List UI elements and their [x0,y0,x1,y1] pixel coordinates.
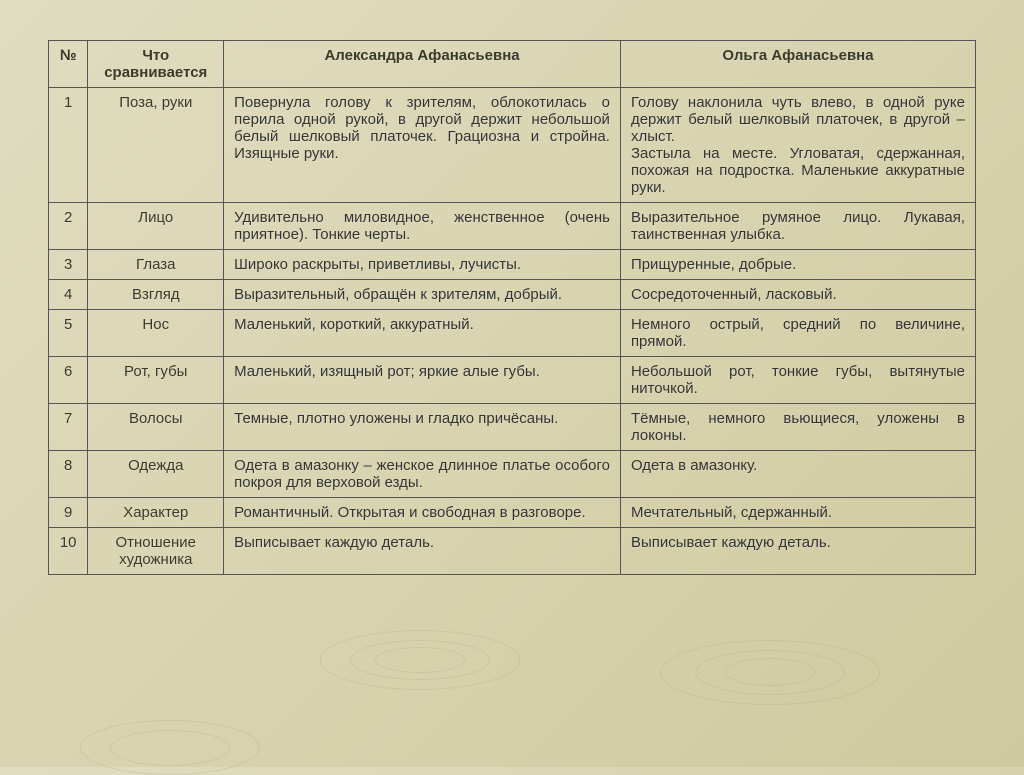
cell-alexandra: Широко раскрыты, приветливы, лучисты. [224,250,621,280]
cell-num: 6 [49,357,88,404]
cell-num: 1 [49,88,88,203]
cell-alexandra: Маленький, изящный рот; яркие алые губы. [224,357,621,404]
cell-alexandra: Одета в амазонку – женское длинное плать… [224,451,621,498]
cell-olga: Тёмные, немного вьющиеся, уложены в локо… [620,404,975,451]
cell-alexandra: Выразительный, обращён к зрителям, добры… [224,280,621,310]
cell-olga: Выписывает каждую деталь. [620,528,975,575]
cell-alexandra: Выписывает каждую деталь. [224,528,621,575]
cell-category: Нос [88,310,224,357]
cell-num: 7 [49,404,88,451]
cell-category: Характер [88,498,224,528]
cell-alexandra: Маленький, короткий, аккуратный. [224,310,621,357]
table-row: 2ЛицоУдивительно миловидное, женственное… [49,203,976,250]
cell-num: 5 [49,310,88,357]
table-row: 1Поза, рукиПовернула голову к зрителям, … [49,88,976,203]
cell-category: Волосы [88,404,224,451]
cell-num: 2 [49,203,88,250]
cell-category: Поза, руки [88,88,224,203]
comparison-table: № Что сравнивается Александра Афанасьевн… [48,40,976,575]
cell-category: Отношение художника [88,528,224,575]
cell-alexandra: Романтичный. Открытая и свободная в разг… [224,498,621,528]
cell-olga: Выразительное румяное лицо. Лукавая, таи… [620,203,975,250]
cell-olga: Мечтательный, сдержанный. [620,498,975,528]
table-row: 10Отношение художникаВыписывает каждую д… [49,528,976,575]
table-row: 8ОдеждаОдета в амазонку – женское длинно… [49,451,976,498]
cell-category: Одежда [88,451,224,498]
header-num: № [49,41,88,88]
header-row: № Что сравнивается Александра Афанасьевн… [49,41,976,88]
cell-alexandra: Повернула голову к зрителям, облокотилас… [224,88,621,203]
cell-olga: Прищуренные, добрые. [620,250,975,280]
header-alexandra: Александра Афанасьевна [224,41,621,88]
cell-category: Рот, губы [88,357,224,404]
cell-olga: Небольшой рот, тонкие губы, вытянутые ни… [620,357,975,404]
cell-alexandra: Темные, плотно уложены и гладко причёсан… [224,404,621,451]
table-row: 4ВзглядВыразительный, обращён к зрителям… [49,280,976,310]
cell-num: 10 [49,528,88,575]
cell-olga: Сосредоточенный, ласковый. [620,280,975,310]
cell-olga: Немного острый, средний по величине, пря… [620,310,975,357]
table-row: 3ГлазаШироко раскрыты, приветливы, лучис… [49,250,976,280]
cell-category: Лицо [88,203,224,250]
cell-category: Взгляд [88,280,224,310]
table-row: 6Рот, губыМаленький, изящный рот; яркие … [49,357,976,404]
cell-num: 4 [49,280,88,310]
header-olga: Ольга Афанасьевна [620,41,975,88]
cell-num: 9 [49,498,88,528]
cell-olga: Одета в амазонку. [620,451,975,498]
cell-category: Глаза [88,250,224,280]
table-row: 5НосМаленький, короткий, аккуратный.Немн… [49,310,976,357]
table-row: 7ВолосыТемные, плотно уложены и гладко п… [49,404,976,451]
cell-num: 8 [49,451,88,498]
table-body: 1Поза, рукиПовернула голову к зрителям, … [49,88,976,575]
header-category: Что сравнивается [88,41,224,88]
table-row: 9ХарактерРомантичный. Открытая и свободн… [49,498,976,528]
cell-num: 3 [49,250,88,280]
cell-olga: Голову наклонила чуть влево, в одной рук… [620,88,975,203]
cell-alexandra: Удивительно миловидное, женственное (оче… [224,203,621,250]
